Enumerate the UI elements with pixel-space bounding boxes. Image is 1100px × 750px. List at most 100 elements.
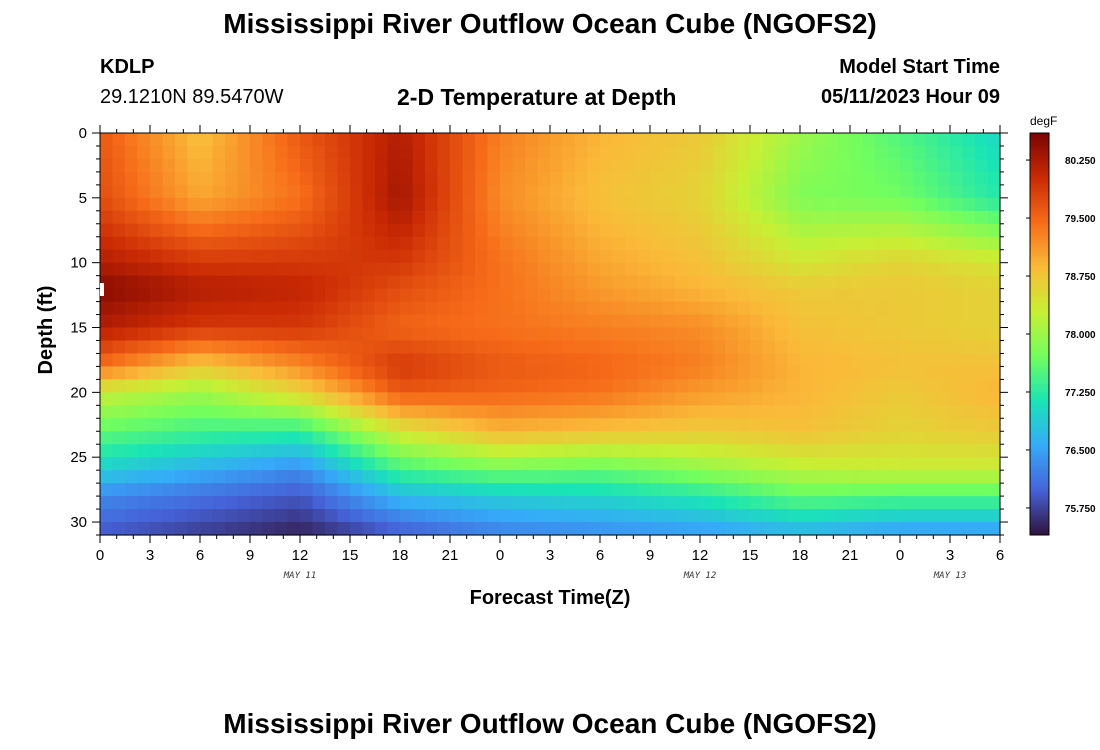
heatmap-cell — [412, 314, 426, 329]
heatmap-cell — [150, 184, 164, 199]
heatmap-cell — [750, 145, 764, 160]
heatmap-cell — [837, 236, 851, 251]
heatmap-cell — [412, 249, 426, 264]
heatmap-cell — [562, 236, 576, 251]
heatmap-cell — [612, 249, 626, 264]
heatmap-cell — [287, 171, 301, 186]
heatmap-cell — [425, 288, 439, 303]
heatmap-cell — [600, 392, 614, 406]
heatmap-cell — [812, 275, 826, 290]
heatmap-cell — [925, 405, 939, 419]
heatmap-cell — [337, 288, 351, 303]
heatmap-cell — [362, 301, 376, 316]
heatmap-cell — [200, 392, 214, 406]
heatmap-cell — [625, 133, 639, 147]
heatmap-cell — [400, 197, 414, 212]
heatmap-cell — [312, 470, 326, 484]
heatmap-cell — [600, 158, 614, 173]
heatmap-cell — [200, 470, 214, 484]
heatmap-cell — [650, 392, 664, 406]
heatmap-cell — [175, 496, 189, 510]
heatmap-cell — [875, 431, 889, 445]
heatmap-cell — [412, 366, 426, 380]
heatmap-cell — [437, 197, 451, 212]
heatmap-cell — [262, 223, 276, 238]
heatmap-cell — [262, 392, 276, 406]
heatmap-cell — [512, 379, 526, 393]
heatmap-cell — [625, 379, 639, 393]
heatmap-cell — [325, 288, 339, 303]
heatmap-cell — [675, 457, 689, 471]
heatmap-cell — [562, 301, 576, 316]
heatmap-cell — [125, 145, 139, 160]
heatmap-cell — [862, 379, 876, 393]
heatmap-cell — [225, 197, 239, 212]
heatmap-cell — [250, 431, 264, 445]
heatmap-cell — [575, 444, 589, 458]
heatmap-cell — [287, 340, 301, 355]
heatmap-cell — [175, 249, 189, 264]
heatmap-cell — [100, 457, 114, 471]
heatmap-cell — [612, 379, 626, 393]
heatmap-cell — [187, 509, 201, 523]
heatmap-cell — [550, 171, 564, 186]
heatmap-cell — [825, 340, 839, 355]
heatmap-cell — [675, 522, 689, 536]
station-coordinates: 29.1210N 89.5470W — [100, 86, 284, 108]
heatmap-cell — [112, 249, 126, 264]
heatmap-cell — [200, 210, 214, 225]
heatmap-cell — [762, 353, 776, 368]
heatmap-cell — [262, 353, 276, 368]
heatmap-cell — [712, 301, 726, 316]
heatmap-cell — [975, 314, 989, 329]
heatmap-cell — [437, 249, 451, 264]
heatmap-cell — [312, 184, 326, 199]
heatmap-cell — [175, 158, 189, 173]
heatmap-cell — [625, 496, 639, 510]
heatmap-cell — [737, 184, 751, 199]
heatmap-cell — [237, 353, 251, 368]
heatmap-cell — [937, 171, 951, 186]
heatmap-cell — [725, 288, 739, 303]
heatmap-cell — [262, 405, 276, 419]
heatmap-cell — [200, 509, 214, 523]
heatmap-cell — [387, 509, 401, 523]
heatmap-cell — [687, 301, 701, 316]
heatmap-cell — [912, 353, 926, 368]
heatmap-cell — [400, 418, 414, 432]
heatmap-cell — [737, 223, 751, 238]
heatmap-cell — [237, 431, 251, 445]
heatmap-cell — [950, 249, 964, 264]
heatmap-cell — [262, 249, 276, 264]
heatmap-cell — [837, 431, 851, 445]
heatmap-cell — [112, 457, 126, 471]
heatmap-cell — [775, 405, 789, 419]
heatmap-cell — [825, 366, 839, 380]
heatmap-cell — [525, 509, 539, 523]
heatmap-cell — [762, 444, 776, 458]
heatmap-cell — [787, 301, 801, 316]
heatmap-cell — [762, 288, 776, 303]
heatmap-cell — [250, 379, 264, 393]
heatmap-cell — [200, 418, 214, 432]
heatmap-cell — [787, 197, 801, 212]
heatmap-cell — [475, 379, 489, 393]
heatmap-cell — [187, 379, 201, 393]
heatmap-cell — [250, 145, 264, 160]
heatmap-cell — [825, 236, 839, 251]
heatmap-cell — [900, 223, 914, 238]
heatmap-cell — [700, 483, 714, 497]
heatmap-cell — [987, 314, 1001, 329]
heatmap-cell — [612, 431, 626, 445]
colorbar-tick-label: 80.250 — [1065, 156, 1096, 167]
heatmap-cell — [262, 496, 276, 510]
heatmap-cell — [912, 327, 926, 342]
heatmap-cell — [887, 392, 901, 406]
heatmap-cell — [312, 262, 326, 277]
heatmap-cell — [412, 301, 426, 316]
heatmap-cell — [200, 158, 214, 173]
heatmap-cell — [187, 483, 201, 497]
heatmap-cell — [937, 145, 951, 160]
heatmap-cell — [987, 145, 1001, 160]
heatmap-cell — [837, 483, 851, 497]
